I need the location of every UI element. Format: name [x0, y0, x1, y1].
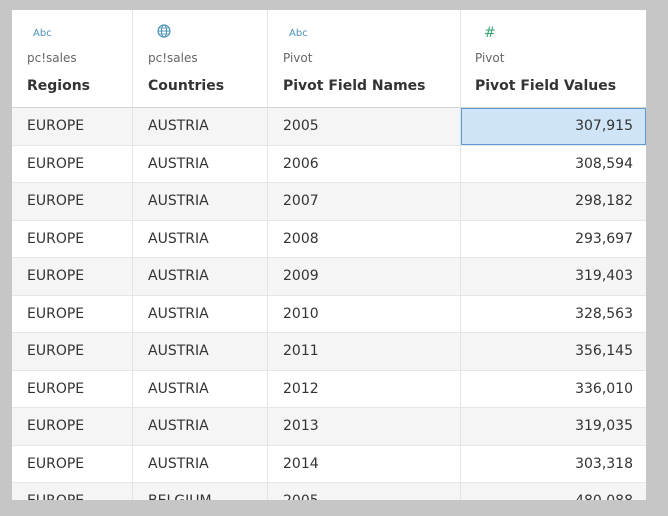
cell-pivot-field-name[interactable]: 2008	[268, 220, 461, 257]
cell-pivot-field-value[interactable]: 293,697	[575, 230, 633, 247]
column-source: Pivot	[475, 51, 505, 65]
cell-pivot-field-name[interactable]: 2011	[268, 333, 461, 370]
cell-country[interactable]: AUSTRIA	[133, 408, 268, 445]
string-type-icon[interactable]: Abc	[33, 28, 52, 39]
cell-country[interactable]: BELGIUM	[133, 483, 268, 500]
globe-icon[interactable]	[157, 24, 171, 41]
table-row[interactable]: EUROPE AUSTRIA 2006 308,594	[12, 145, 646, 183]
column-header-pivot-field-values[interactable]: # Pivot Pivot Field Values	[461, 10, 646, 107]
cell-country[interactable]: AUSTRIA	[133, 295, 268, 332]
cell-pivot-field-name[interactable]: 2005	[268, 483, 461, 500]
column-header-pivot-field-names[interactable]: Abc Pivot Pivot Field Names	[268, 10, 461, 107]
table-row[interactable]: EUROPE AUSTRIA 2009 319,403	[12, 258, 646, 296]
cell-pivot-field-value[interactable]: 298,182	[575, 193, 633, 210]
table-row[interactable]: EUROPE AUSTRIA 2013 319,035	[12, 408, 646, 446]
cell-pivot-field-name[interactable]: 2010	[268, 295, 461, 332]
table-row[interactable]: EUROPE AUSTRIA 2012 336,010	[12, 370, 646, 408]
column-name: Pivot Field Names	[283, 78, 426, 94]
column-source: pc!sales	[27, 51, 77, 65]
table-row[interactable]: EUROPE AUSTRIA 2014 303,318	[12, 445, 646, 483]
cell-pivot-field-name[interactable]: 2007	[268, 183, 461, 220]
cell-region[interactable]: EUROPE	[12, 183, 133, 220]
cell-region[interactable]: EUROPE	[12, 483, 133, 500]
cell-pivot-field-value[interactable]: 319,403	[575, 268, 633, 285]
column-name: Pivot Field Values	[475, 78, 617, 94]
cell-pivot-field-value[interactable]: 336,010	[575, 380, 633, 397]
header-divider	[12, 107, 646, 108]
cell-country[interactable]: AUSTRIA	[133, 258, 268, 295]
cell-country[interactable]: AUSTRIA	[133, 220, 268, 257]
cell-country[interactable]: AUSTRIA	[133, 183, 268, 220]
cell-country[interactable]: AUSTRIA	[133, 370, 268, 407]
column-source: pc!sales	[148, 51, 198, 65]
cell-country[interactable]: AUSTRIA	[133, 145, 268, 182]
cell-pivot-field-value[interactable]: 303,318	[575, 455, 633, 472]
number-type-icon[interactable]: #	[484, 25, 496, 41]
cell-country[interactable]: AUSTRIA	[133, 445, 268, 482]
cell-region[interactable]: EUROPE	[12, 333, 133, 370]
cell-country[interactable]: AUSTRIA	[133, 333, 268, 370]
column-source: Pivot	[283, 51, 313, 65]
table-row[interactable]: EUROPE AUSTRIA 2005 307,915	[12, 108, 646, 146]
cell-pivot-field-value[interactable]: 308,594	[575, 155, 633, 172]
cell-region[interactable]: EUROPE	[12, 258, 133, 295]
cell-pivot-field-name[interactable]: 2006	[268, 145, 461, 182]
cell-region[interactable]: EUROPE	[12, 295, 133, 332]
column-header-regions[interactable]: Abc pc!sales Regions	[12, 10, 133, 107]
cell-pivot-field-name[interactable]: 2013	[268, 408, 461, 445]
cell-pivot-field-value[interactable]: 328,563	[575, 305, 633, 322]
cell-pivot-field-name[interactable]: 2014	[268, 445, 461, 482]
table-row[interactable]: EUROPE AUSTRIA 2010 328,563	[12, 295, 646, 333]
cell-pivot-field-value[interactable]: 319,035	[575, 418, 633, 435]
cell-pivot-field-name[interactable]: 2009	[268, 258, 461, 295]
cell-pivot-field-value[interactable]: 480,088	[461, 483, 646, 500]
column-name: Regions	[27, 78, 91, 94]
cell-region[interactable]: EUROPE	[12, 408, 133, 445]
cell-region[interactable]: EUROPE	[12, 145, 133, 182]
cell-region[interactable]: EUROPE	[12, 445, 133, 482]
cell-region[interactable]: EUROPE	[12, 370, 133, 407]
cell-region[interactable]: EUROPE	[12, 108, 133, 145]
table-row[interactable]: EUROPE BELGIUM 2005 480,088	[12, 483, 646, 500]
cell-pivot-field-name[interactable]: 2005	[268, 108, 461, 145]
table-row[interactable]: EUROPE AUSTRIA 2007 298,182	[12, 183, 646, 221]
string-type-icon[interactable]: Abc	[289, 28, 308, 39]
table-row[interactable]: EUROPE AUSTRIA 2008 293,697	[12, 220, 646, 258]
column-header-countries[interactable]: pc!sales Countries	[133, 10, 268, 107]
table-row[interactable]: EUROPE AUSTRIA 2011 356,145	[12, 333, 646, 371]
cell-pivot-field-value-selected[interactable]: 307,915	[461, 108, 646, 145]
cell-pivot-field-value[interactable]: 356,145	[575, 343, 633, 360]
data-grid-panel: Abc pc!sales Regions pc!sales Countries …	[12, 10, 646, 500]
column-name: Countries	[148, 78, 225, 94]
cell-pivot-field-name[interactable]: 2012	[268, 370, 461, 407]
cell-region[interactable]: EUROPE	[12, 220, 133, 257]
cell-country[interactable]: AUSTRIA	[133, 108, 268, 145]
